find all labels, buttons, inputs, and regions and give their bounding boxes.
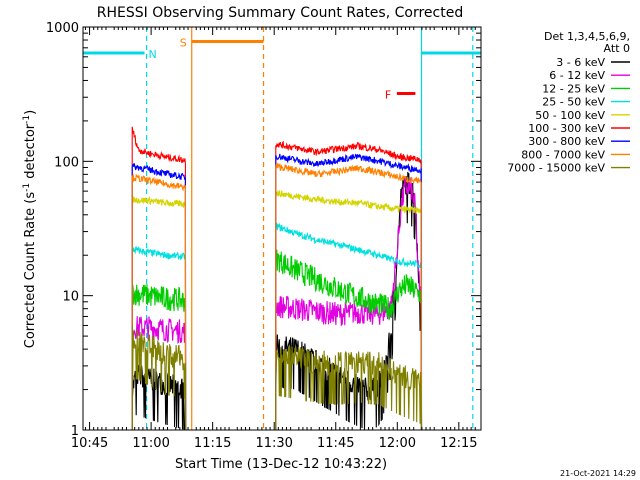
marker-label-n: N [149, 48, 157, 61]
series-7 [131, 153, 423, 430]
legend-label: 12 - 25 keV [542, 82, 605, 95]
legend-label: 300 - 800 keV [528, 135, 605, 148]
chart-title: RHESSI Observing Summary Count Rates, Co… [97, 5, 463, 21]
y-axis-label-sup1: -1 [22, 183, 32, 192]
series-9 [131, 325, 423, 430]
x-tick-label: 11:15 [194, 436, 231, 451]
legend-label: 800 - 7000 keV [521, 148, 605, 161]
series-2 [131, 175, 423, 430]
series-line [131, 163, 187, 430]
footer-date: 21-Oct-2021 14:29 [560, 469, 636, 478]
series-line [275, 345, 423, 430]
y-tick-label: 1 [71, 424, 79, 439]
legend-header-1: Det 1,3,4,5,6,9, [544, 30, 630, 43]
series-line [275, 153, 423, 430]
legend-label: 7000 - 15000 keV [507, 162, 605, 175]
series-line [131, 126, 187, 430]
series-line [131, 316, 187, 430]
series-4 [131, 222, 423, 430]
series-line [131, 364, 187, 430]
y-axis-label-end: ) [23, 110, 38, 115]
y-tick-label: 100 [54, 155, 79, 170]
x-tick-label: 12:00 [379, 436, 416, 451]
y-tick-label: 1000 [46, 21, 79, 36]
x-tick-label: 12:15 [440, 436, 477, 451]
x-tick-label: 11:00 [132, 436, 169, 451]
series-line [275, 189, 423, 430]
legend-label: 25 - 50 keV [542, 96, 605, 109]
x-tick-label: 11:30 [255, 436, 292, 451]
x-tick-label: 10:45 [71, 436, 108, 451]
series-line [275, 247, 423, 430]
data-series [131, 126, 423, 430]
series-line [131, 195, 187, 430]
series-line [131, 245, 187, 430]
y-axis-label-mid: detector [23, 123, 38, 183]
series-line [131, 325, 187, 430]
legend-label: 50 - 100 keV [535, 109, 605, 122]
series-line [275, 175, 423, 430]
marker-label-s: S [180, 36, 187, 49]
x-axis-label: Start Time (13-Dec-12 10:43:22) [175, 457, 387, 472]
y-axis-label-sup2: -1 [22, 115, 32, 124]
marker-label-f: F [385, 88, 391, 101]
legend-header-2: Att 0 [604, 42, 630, 55]
series-line [275, 140, 423, 430]
series-8 [131, 162, 423, 430]
x-axis: 10:45 11:00 11:15 11:30 11:45 12:00 12:15 [71, 27, 478, 451]
y-axis-label: Corrected Count Rate (s-1 detector-1) [22, 110, 38, 348]
series-line [131, 173, 187, 430]
y-axis: 1 10 100 1000 [46, 21, 481, 439]
series-3 [131, 247, 423, 430]
series-line [275, 162, 423, 430]
series-line [275, 222, 423, 430]
legend-label: 100 - 300 keV [528, 122, 605, 135]
series-6 [131, 126, 423, 430]
legend-label: 6 - 12 keV [549, 69, 605, 82]
y-axis-label-main: Corrected Count Rate (s [23, 192, 38, 349]
x-tick-label: 11:45 [317, 436, 354, 451]
series-line [131, 284, 187, 430]
series-5 [131, 189, 423, 430]
legend-label: 3 - 6 keV [556, 56, 605, 69]
y-tick-label: 10 [62, 290, 79, 305]
